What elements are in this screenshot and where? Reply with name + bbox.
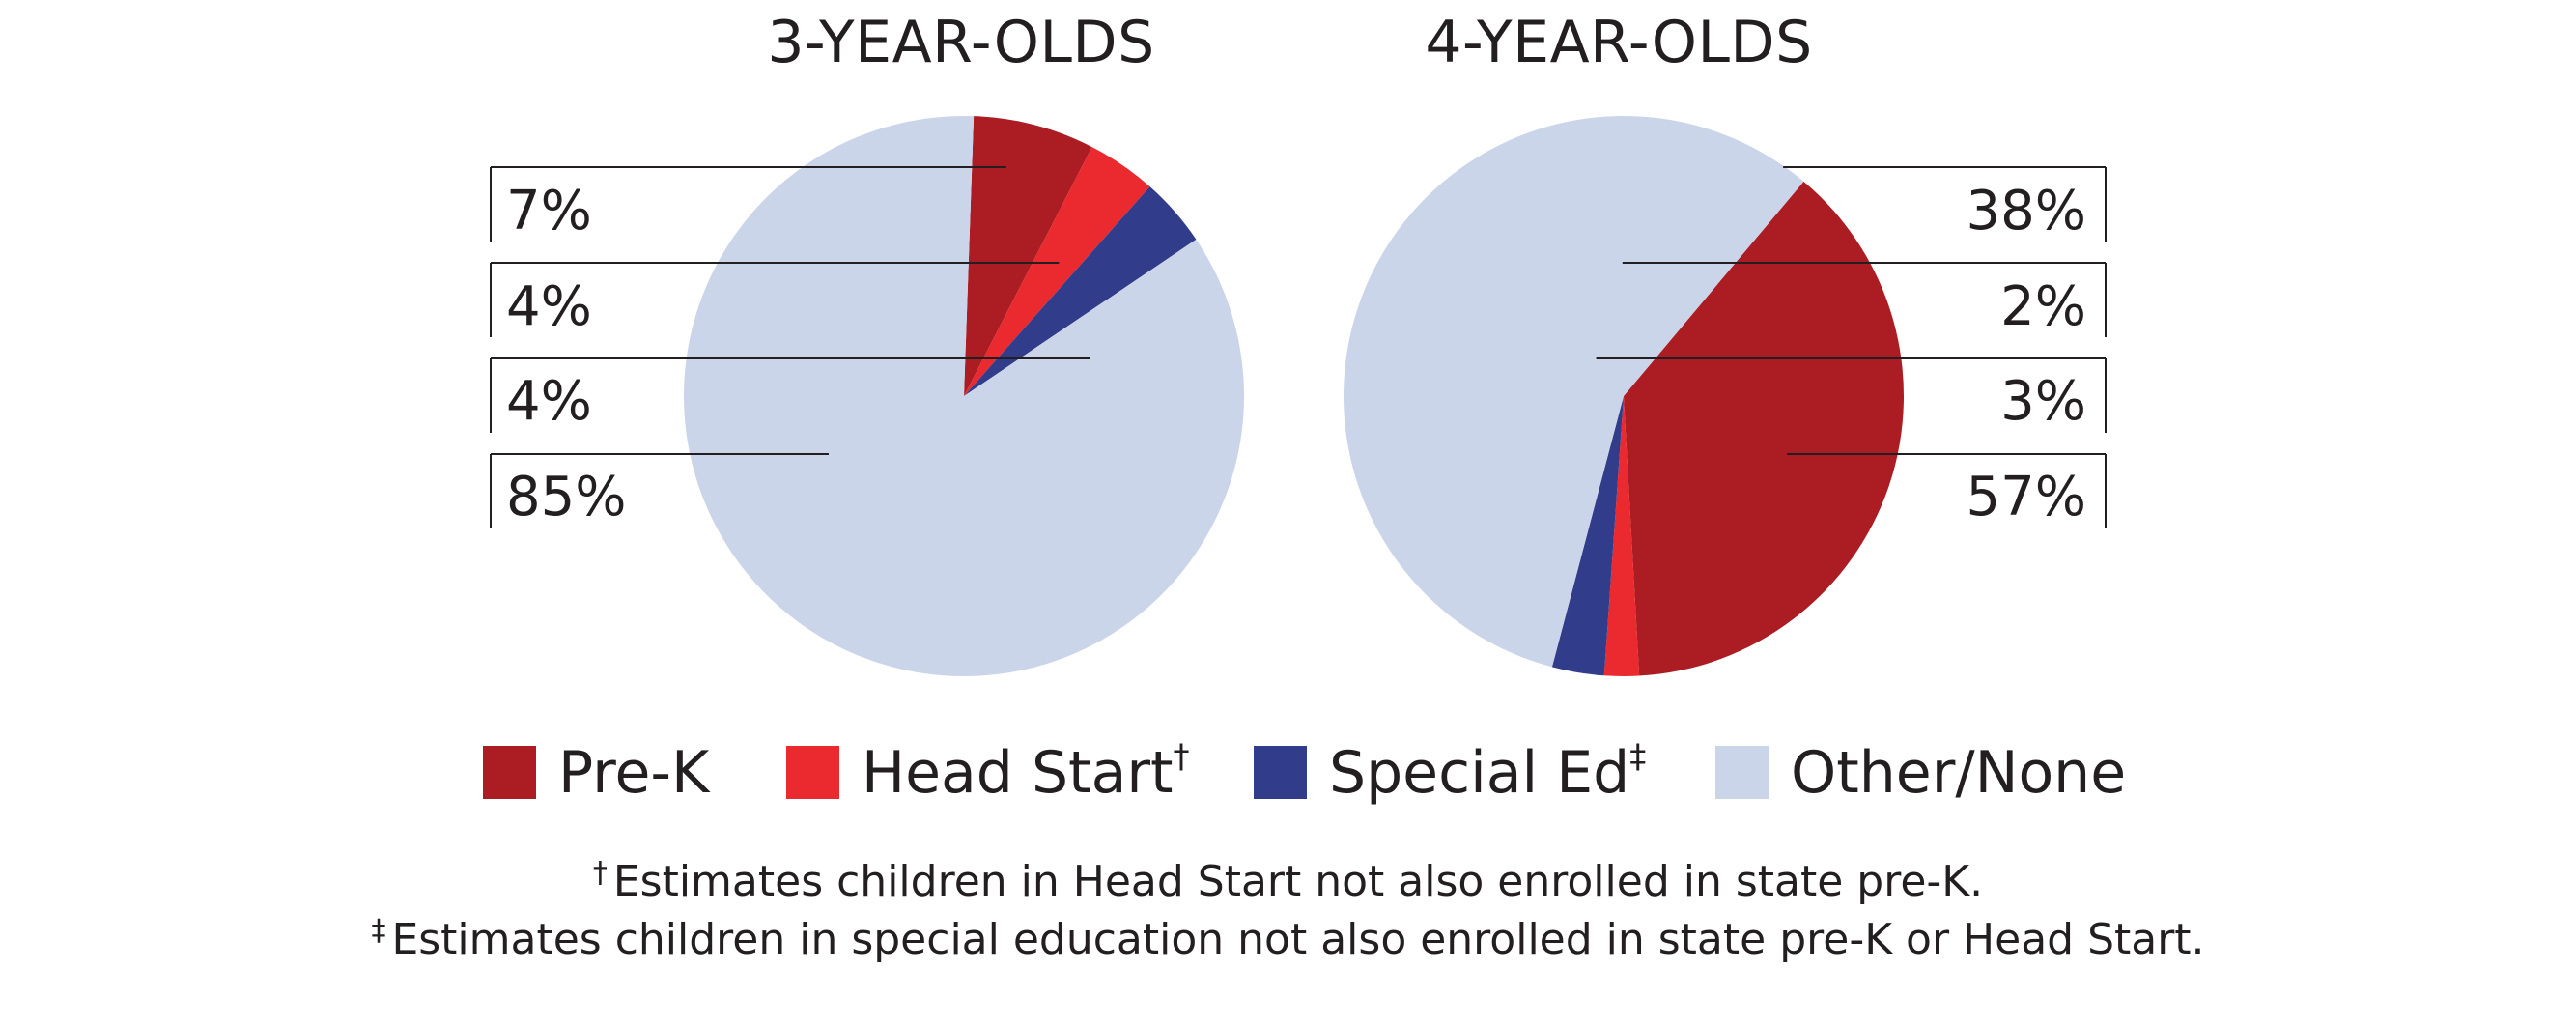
footnote-head-start: † Estimates children in Head Start not al… bbox=[0, 846, 2576, 909]
pie-slice-3yo-other-none bbox=[684, 116, 1245, 677]
chart-title-4-year-olds: 4-YEAR-OLDS bbox=[1425, 9, 1813, 76]
pct-label-3yo-other-none: 85% bbox=[506, 466, 627, 528]
pie-slice-4yo-other-none bbox=[1343, 116, 1804, 668]
legend-swatch-pre-k bbox=[483, 746, 536, 799]
pct-label-4yo-pre-k: 38% bbox=[1966, 180, 2086, 242]
footnote-mark-double-dagger: ‡ bbox=[371, 914, 386, 948]
footnote-special-ed: ‡ Estimates children in special education… bbox=[0, 904, 2576, 967]
pct-label-4yo-head-start: 2% bbox=[2000, 275, 2086, 338]
pct-label-3yo-head-start: 4% bbox=[506, 275, 592, 338]
pct-label-3yo-special-ed: 4% bbox=[506, 370, 592, 433]
legend-label-head-start: Head Start† bbox=[862, 737, 1190, 807]
pie-slice-4yo-special-ed bbox=[1551, 396, 1624, 676]
footnote-mark-dagger: † bbox=[592, 856, 608, 890]
legend-label-other-none: Other/None bbox=[1791, 739, 2127, 807]
pie-slice-4yo-head-start bbox=[1603, 396, 1640, 676]
pie-slice-3yo-pre-k bbox=[964, 116, 1092, 397]
chart-title-3-year-olds: 3-YEAR-OLDS bbox=[767, 9, 1155, 76]
legend-swatch-other-none bbox=[1715, 746, 1769, 799]
legend-swatch-head-start bbox=[786, 746, 839, 799]
footnote-text-special-ed: Estimates children in special education … bbox=[391, 915, 2205, 964]
pct-label-3yo-pre-k: 7% bbox=[506, 180, 592, 242]
legend-label-pre-k: Pre-K bbox=[558, 739, 710, 807]
pie-slice-4yo-pre-k bbox=[1624, 181, 1905, 676]
footnote-text-head-start: Estimates children in Head Start not als… bbox=[612, 857, 1984, 906]
legend: Pre-K Head Start† Special Ed‡ Other/None bbox=[483, 734, 2183, 821]
pct-label-4yo-special-ed: 3% bbox=[2000, 370, 2086, 433]
legend-swatch-special-ed bbox=[1254, 746, 1307, 799]
legend-label-special-ed: Special Ed‡ bbox=[1329, 737, 1647, 807]
pie-slice-3yo-head-start bbox=[964, 147, 1150, 396]
pct-label-4yo-other-none: 57% bbox=[1966, 466, 2086, 528]
pie-slice-3yo-special-ed bbox=[964, 186, 1197, 396]
